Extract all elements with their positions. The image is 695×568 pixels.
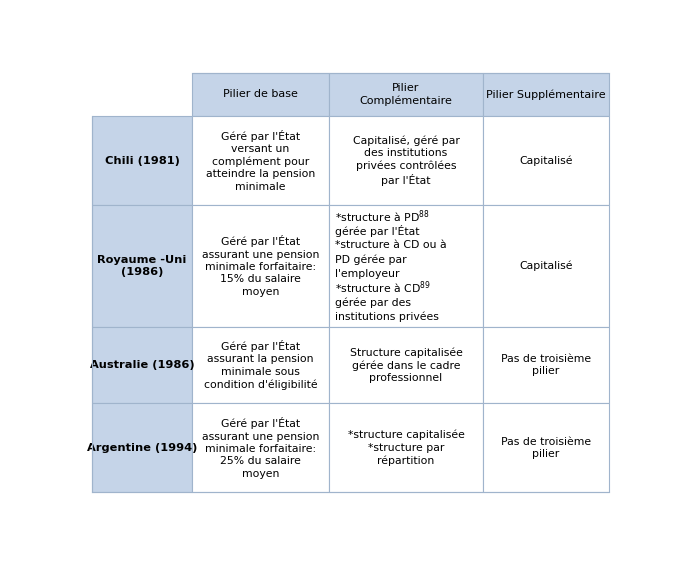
- Bar: [329, 205, 483, 327]
- Text: Géré par l'État
assurant une pension
minimale forfaitaire:
15% du salaire
moyen: Géré par l'État assurant une pension min…: [202, 235, 319, 296]
- Bar: [92, 73, 192, 116]
- Text: Pilier de base: Pilier de base: [223, 89, 298, 99]
- Text: gérée par l'État: gérée par l'État: [335, 225, 419, 237]
- Bar: [192, 116, 329, 205]
- Text: Capitalisé: Capitalisé: [519, 156, 573, 166]
- Text: Capitalisé: Capitalisé: [519, 261, 573, 271]
- Bar: [329, 116, 483, 205]
- Bar: [329, 403, 483, 492]
- Bar: [192, 327, 329, 403]
- Text: Capitalisé, géré par
des institutions
privées contrôlées
par l'État: Capitalisé, géré par des institutions pr…: [352, 135, 459, 186]
- Text: institutions privées: institutions privées: [335, 311, 439, 322]
- Bar: [92, 205, 192, 327]
- Text: *structure capitalisée
*structure par
répartition: *structure capitalisée *structure par ré…: [348, 430, 464, 466]
- Bar: [92, 327, 192, 403]
- Text: Pas de troisième
pilier: Pas de troisième pilier: [501, 354, 591, 376]
- Bar: [483, 403, 610, 492]
- Text: *structure à CD ou à: *structure à CD ou à: [335, 240, 446, 250]
- Text: l'employeur: l'employeur: [335, 269, 399, 279]
- Bar: [192, 205, 329, 327]
- Text: Pilier Supplémentaire: Pilier Supplémentaire: [486, 89, 606, 99]
- Text: Géré par l'État
assurant une pension
minimale forfaitaire:
25% du salaire
moyen: Géré par l'État assurant une pension min…: [202, 417, 319, 479]
- Text: Géré par l'État
versant un
complément pour
atteindre la pension
minimale: Géré par l'État versant un complément po…: [206, 130, 316, 192]
- Bar: [192, 73, 329, 116]
- Text: *structure à PD$^{88}$: *structure à PD$^{88}$: [335, 208, 430, 225]
- Text: Structure capitalisée
gérée dans le cadre
professionnel: Structure capitalisée gérée dans le cadr…: [350, 347, 462, 383]
- Bar: [483, 73, 610, 116]
- Bar: [483, 327, 610, 403]
- Text: Pas de troisième
pilier: Pas de troisième pilier: [501, 437, 591, 459]
- Text: Australie (1986): Australie (1986): [90, 360, 195, 370]
- Bar: [92, 403, 192, 492]
- Text: Géré par l'État
assurant la pension
minimale sous
condition d'éligibilité: Géré par l'État assurant la pension mini…: [204, 340, 318, 390]
- Bar: [329, 327, 483, 403]
- Text: gérée par des: gérée par des: [335, 297, 411, 307]
- Text: Royaume -Uni
(1986): Royaume -Uni (1986): [97, 254, 187, 277]
- Bar: [483, 205, 610, 327]
- Text: Argentine (1994): Argentine (1994): [87, 443, 197, 453]
- Bar: [483, 116, 610, 205]
- Text: Pilier
Complémentaire: Pilier Complémentaire: [359, 83, 452, 106]
- Bar: [92, 116, 192, 205]
- Text: Chili (1981): Chili (1981): [105, 156, 179, 166]
- Bar: [192, 403, 329, 492]
- Text: PD gérée par: PD gérée par: [335, 254, 407, 265]
- Text: *structure à CD$^{89}$: *structure à CD$^{89}$: [335, 279, 430, 296]
- Bar: [329, 73, 483, 116]
